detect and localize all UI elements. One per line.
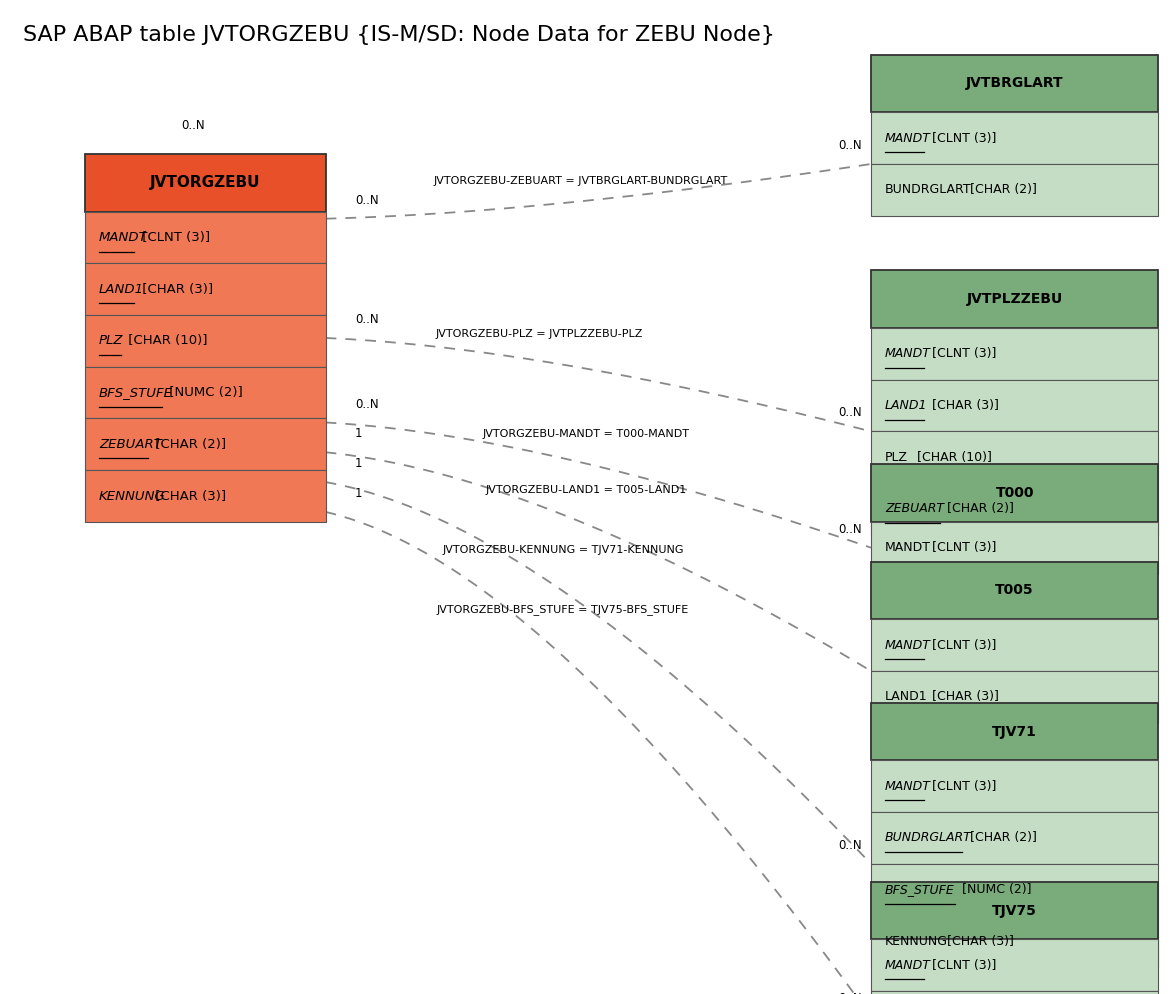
- Text: BFS_STUFE: BFS_STUFE: [884, 883, 955, 897]
- Text: [CLNT (3)]: [CLNT (3)]: [138, 231, 210, 245]
- Text: [CHAR (2)]: [CHAR (2)]: [151, 437, 226, 451]
- Text: T005: T005: [996, 583, 1033, 597]
- Text: MANDT: MANDT: [884, 638, 931, 652]
- Text: ZEBUART: ZEBUART: [884, 502, 944, 516]
- FancyBboxPatch shape: [870, 112, 1158, 164]
- Text: [CHAR (3)]: [CHAR (3)]: [928, 690, 998, 704]
- Text: KENNUNG: KENNUNG: [99, 489, 165, 503]
- Text: PLZ: PLZ: [884, 450, 908, 464]
- Text: JVTORGZEBU-LAND1 = T005-LAND1: JVTORGZEBU-LAND1 = T005-LAND1: [486, 485, 687, 495]
- Text: MANDT: MANDT: [884, 958, 931, 972]
- FancyBboxPatch shape: [870, 915, 1158, 967]
- FancyBboxPatch shape: [870, 671, 1158, 723]
- FancyBboxPatch shape: [84, 154, 325, 212]
- FancyBboxPatch shape: [870, 882, 1158, 939]
- Text: [CLNT (3)]: [CLNT (3)]: [928, 347, 996, 361]
- Text: BUNDRGLART: BUNDRGLART: [884, 831, 971, 845]
- Text: JVTPLZZEBU: JVTPLZZEBU: [967, 292, 1063, 306]
- FancyBboxPatch shape: [870, 939, 1158, 991]
- Text: [CLNT (3)]: [CLNT (3)]: [928, 638, 996, 652]
- Text: 0..N: 0..N: [354, 194, 379, 207]
- FancyBboxPatch shape: [84, 212, 325, 263]
- Text: JVTBRGLART: JVTBRGLART: [965, 77, 1064, 90]
- FancyBboxPatch shape: [870, 380, 1158, 431]
- FancyBboxPatch shape: [870, 483, 1158, 535]
- Text: 0..N: 0..N: [838, 523, 861, 536]
- FancyBboxPatch shape: [870, 522, 1158, 574]
- Text: 0..N: 0..N: [182, 119, 205, 132]
- Text: [CHAR (10)]: [CHAR (10)]: [913, 450, 991, 464]
- Text: LAND1: LAND1: [884, 399, 928, 413]
- Text: MANDT: MANDT: [884, 131, 931, 145]
- Text: MANDT: MANDT: [99, 231, 148, 245]
- FancyBboxPatch shape: [870, 270, 1158, 328]
- Text: JVTORGZEBU-ZEBUART = JVTBRGLART-BUNDRGLART: JVTORGZEBU-ZEBUART = JVTBRGLART-BUNDRGLA…: [434, 176, 727, 186]
- FancyBboxPatch shape: [84, 263, 325, 315]
- Text: 0..N: 0..N: [838, 407, 861, 419]
- Text: JVTORGZEBU-BFS_STUFE = TJV75-BFS_STUFE: JVTORGZEBU-BFS_STUFE = TJV75-BFS_STUFE: [436, 603, 690, 614]
- Text: 0..N: 0..N: [838, 139, 861, 152]
- Text: KENNUNG: KENNUNG: [884, 934, 948, 948]
- Text: TJV75: TJV75: [992, 904, 1037, 917]
- Text: 0..N: 0..N: [354, 398, 379, 411]
- Text: LAND1: LAND1: [99, 282, 144, 296]
- Text: SAP ABAP table JVTORGZEBU {IS-M/SD: Node Data for ZEBU Node}: SAP ABAP table JVTORGZEBU {IS-M/SD: Node…: [23, 25, 775, 45]
- Text: BFS_STUFE: BFS_STUFE: [99, 386, 174, 400]
- Text: [CHAR (10)]: [CHAR (10)]: [124, 334, 208, 348]
- Text: [CLNT (3)]: [CLNT (3)]: [928, 779, 996, 793]
- FancyBboxPatch shape: [84, 315, 325, 367]
- Text: [CLNT (3)]: [CLNT (3)]: [928, 131, 996, 145]
- Text: TJV71: TJV71: [992, 725, 1037, 739]
- Text: [CHAR (3)]: [CHAR (3)]: [138, 282, 213, 296]
- Text: LAND1: LAND1: [884, 690, 928, 704]
- FancyBboxPatch shape: [84, 418, 325, 470]
- FancyBboxPatch shape: [870, 864, 1158, 915]
- Text: BUNDRGLART: BUNDRGLART: [884, 183, 971, 197]
- FancyBboxPatch shape: [870, 812, 1158, 864]
- FancyBboxPatch shape: [870, 464, 1158, 522]
- Text: [CLNT (3)]: [CLNT (3)]: [928, 541, 996, 555]
- Text: ZEBUART: ZEBUART: [99, 437, 162, 451]
- FancyBboxPatch shape: [870, 562, 1158, 619]
- FancyBboxPatch shape: [84, 367, 325, 418]
- Text: [NUMC (2)]: [NUMC (2)]: [958, 883, 1032, 897]
- Text: [CHAR (2)]: [CHAR (2)]: [965, 831, 1037, 845]
- Text: 1: 1: [354, 427, 362, 440]
- Text: JVTORGZEBU-KENNUNG = TJV71-KENNUNG: JVTORGZEBU-KENNUNG = TJV71-KENNUNG: [442, 546, 684, 556]
- Text: PLZ: PLZ: [99, 334, 123, 348]
- Text: [CHAR (2)]: [CHAR (2)]: [943, 502, 1013, 516]
- Text: MANDT: MANDT: [884, 347, 931, 361]
- Text: [CHAR (3)]: [CHAR (3)]: [151, 489, 226, 503]
- FancyBboxPatch shape: [870, 703, 1158, 760]
- Text: 0..N: 0..N: [838, 992, 861, 994]
- FancyBboxPatch shape: [870, 164, 1158, 216]
- Text: 0..N: 0..N: [838, 839, 861, 852]
- FancyBboxPatch shape: [870, 760, 1158, 812]
- FancyBboxPatch shape: [870, 991, 1158, 994]
- Text: [CHAR (3)]: [CHAR (3)]: [928, 399, 998, 413]
- FancyBboxPatch shape: [870, 55, 1158, 112]
- Text: JVTORGZEBU-MANDT = T000-MANDT: JVTORGZEBU-MANDT = T000-MANDT: [483, 429, 690, 439]
- Text: JVTORGZEBU: JVTORGZEBU: [150, 175, 260, 191]
- Text: 1: 1: [354, 487, 362, 500]
- Text: [NUMC (2)]: [NUMC (2)]: [165, 386, 243, 400]
- Text: [CHAR (2)]: [CHAR (2)]: [965, 183, 1037, 197]
- Text: MANDT: MANDT: [884, 541, 931, 555]
- FancyBboxPatch shape: [84, 470, 325, 522]
- Text: [CLNT (3)]: [CLNT (3)]: [928, 958, 996, 972]
- Text: T000: T000: [996, 486, 1033, 500]
- Text: 1: 1: [354, 457, 362, 470]
- Text: JVTORGZEBU-PLZ = JVTPLZZEBU-PLZ: JVTORGZEBU-PLZ = JVTPLZZEBU-PLZ: [436, 329, 643, 339]
- Text: MANDT: MANDT: [884, 779, 931, 793]
- FancyBboxPatch shape: [870, 431, 1158, 483]
- Text: [CHAR (3)]: [CHAR (3)]: [943, 934, 1013, 948]
- FancyBboxPatch shape: [870, 328, 1158, 380]
- Text: 0..N: 0..N: [354, 313, 379, 326]
- FancyBboxPatch shape: [870, 619, 1158, 671]
